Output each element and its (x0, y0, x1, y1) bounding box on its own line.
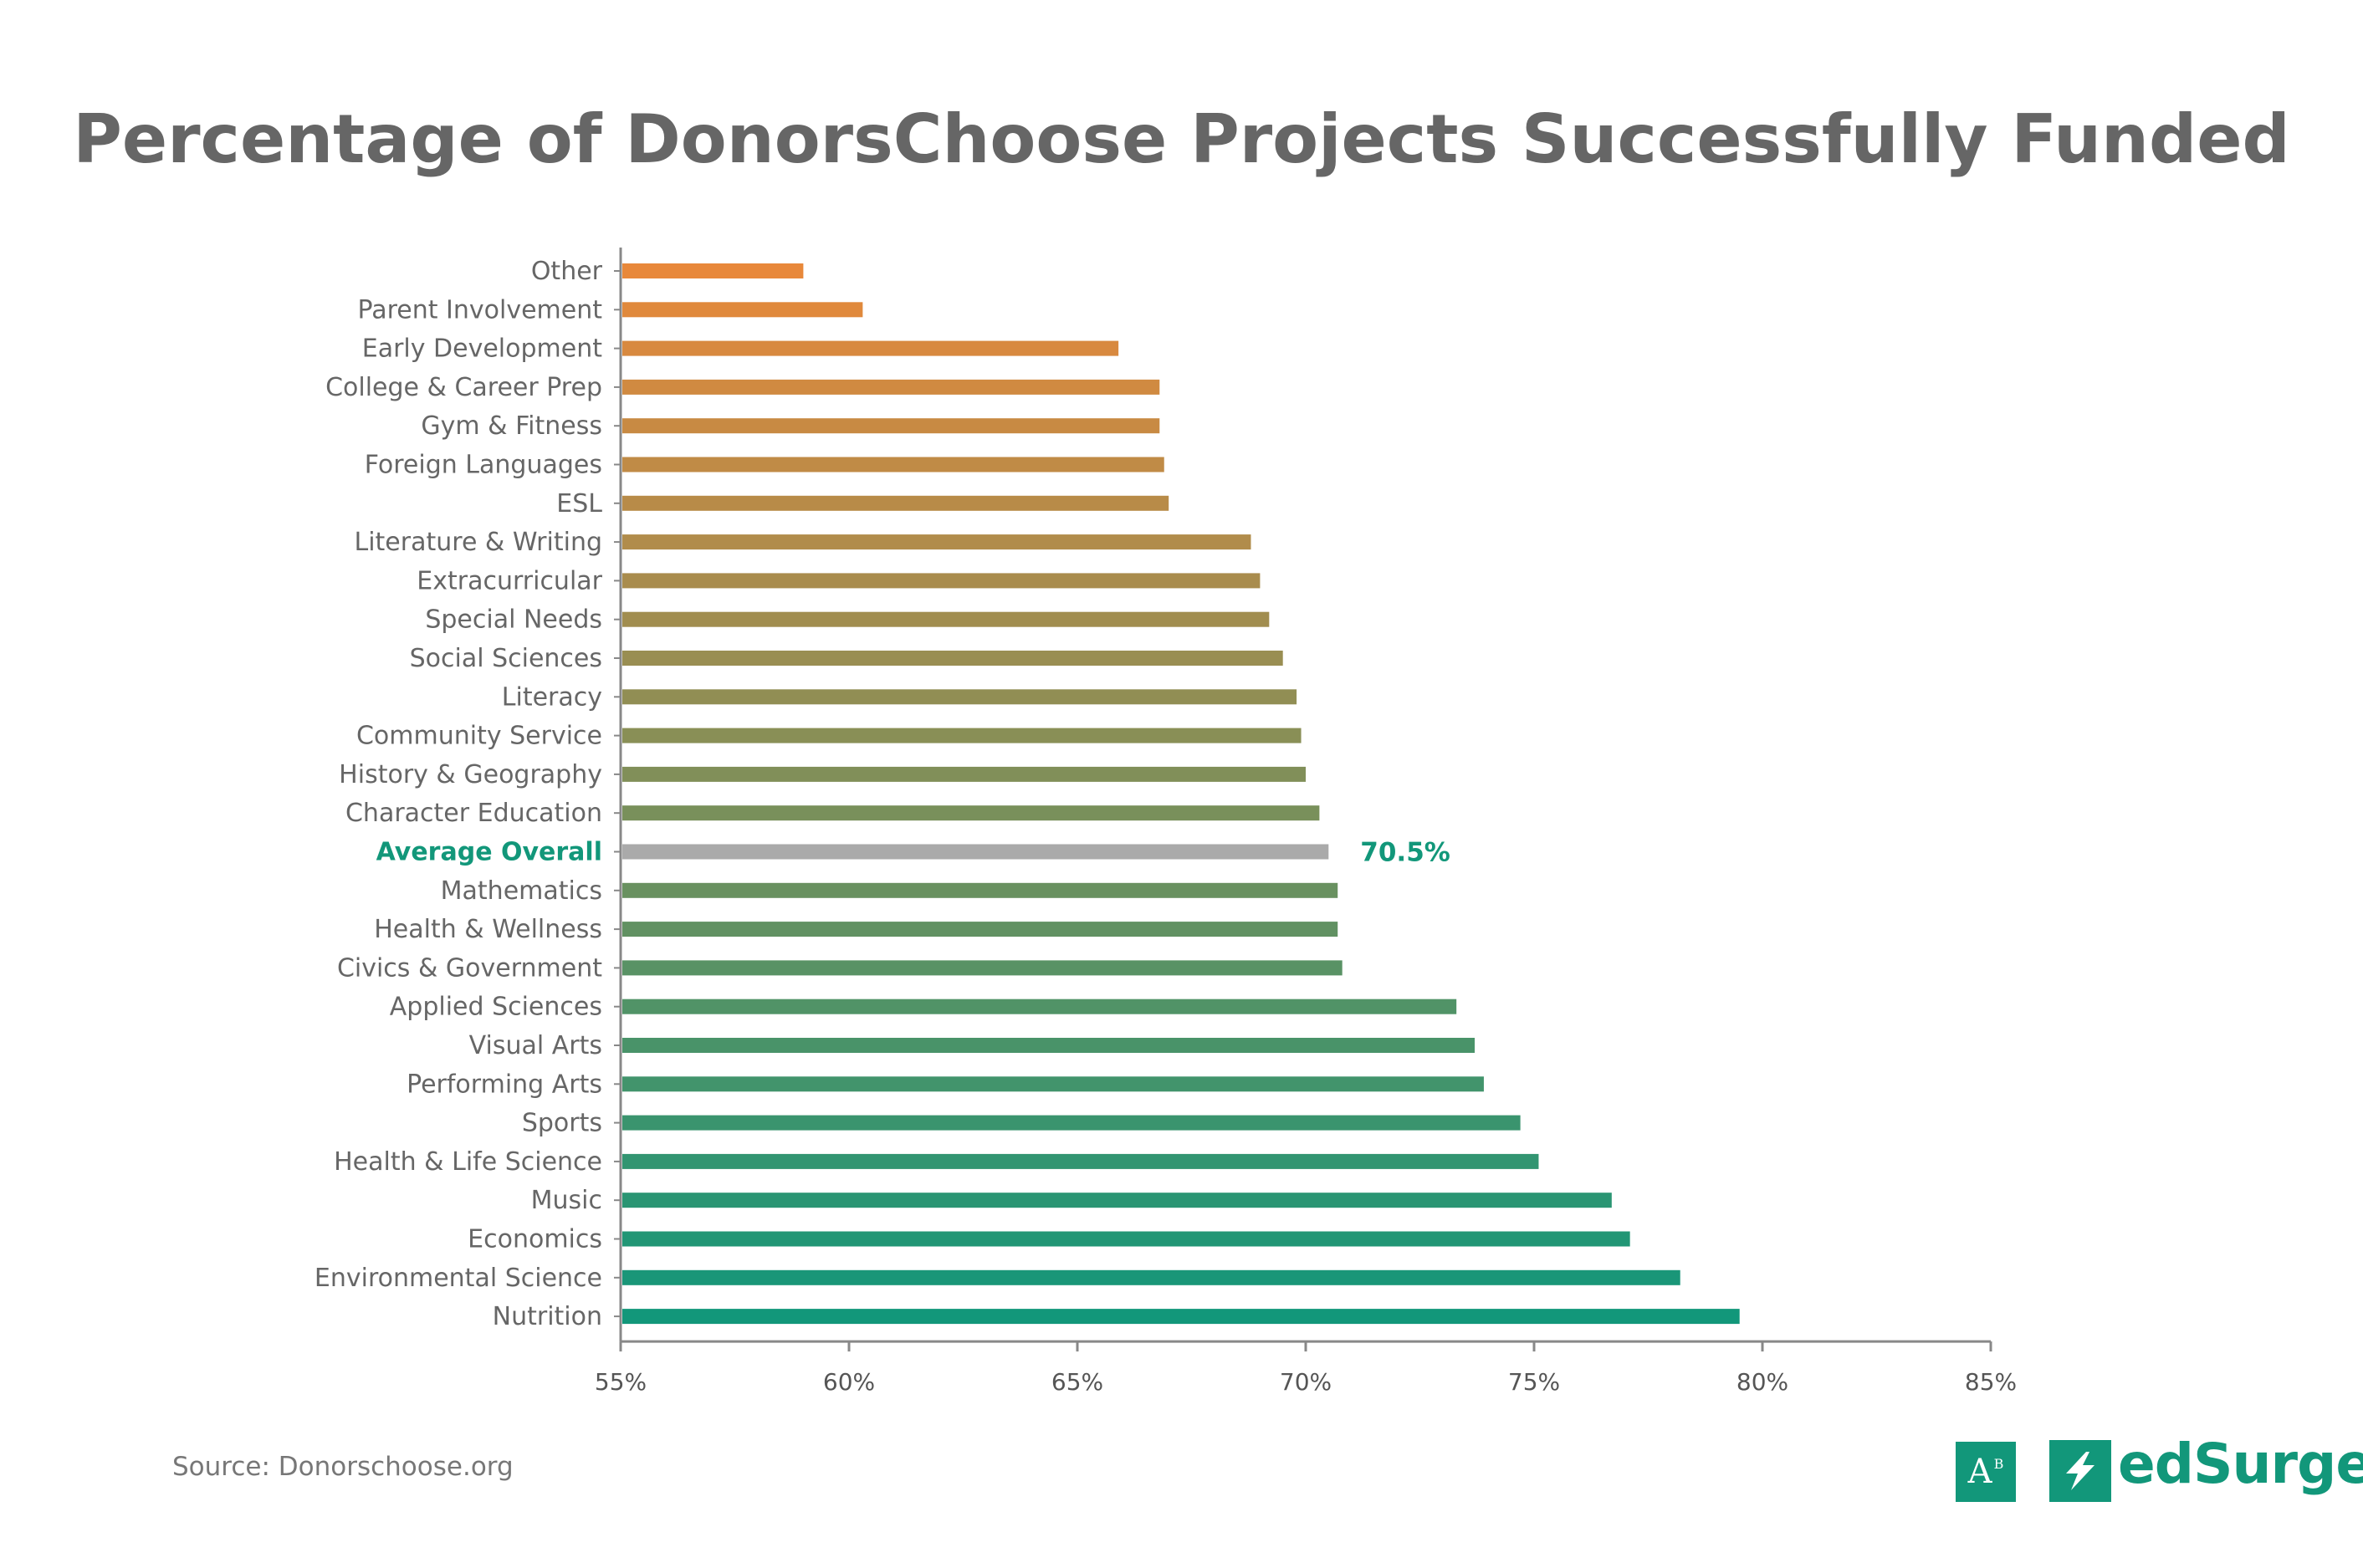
x-tick-label: 65% (1051, 1368, 1103, 1396)
bar-economics (622, 1231, 1630, 1247)
category-label-performing-arts: Performing Arts (407, 1070, 602, 1099)
category-label-social-sciences: Social Sciences (410, 644, 602, 673)
category-label-extracurricular: Extracurricular (417, 566, 602, 595)
chart-title: Percentage of DonorsChoose Projects Succ… (73, 100, 2290, 178)
category-label-economics: Economics (468, 1225, 602, 1254)
category-label-literature-writing: Literature & Writing (355, 528, 603, 557)
category-label-history-geography: History & Geography (339, 760, 602, 789)
bar-nutrition (622, 1309, 1740, 1325)
x-tick-label: 85% (1965, 1368, 2017, 1396)
bars-group (622, 263, 1740, 1325)
category-label-gym-fitness: Gym & Fitness (421, 411, 602, 441)
category-label-foreign-languages: Foreign Languages (365, 451, 602, 480)
bar-environmental-science (622, 1269, 1680, 1285)
bar-college-career-prep (622, 379, 1160, 395)
category-label-character-education: Character Education (345, 799, 602, 828)
category-label-applied-sciences: Applied Sciences (390, 993, 602, 1022)
bar-mathematics (622, 882, 1338, 898)
category-label-esl: ESL (556, 489, 602, 518)
bar-gym-fitness (622, 418, 1160, 434)
bar-social-sciences (622, 651, 1283, 666)
x-tick-label: 80% (1736, 1368, 1788, 1396)
category-label-parent-involvement: Parent Involvement (357, 295, 602, 324)
ab-logo-superscript: B (1993, 1455, 2004, 1472)
x-tick-label: 70% (1280, 1368, 1332, 1396)
bar-early-development (622, 340, 1119, 356)
bar-applied-sciences (622, 999, 1457, 1014)
bar-community-service (622, 728, 1302, 743)
bar-performing-arts (622, 1076, 1484, 1092)
category-label-health-life-science: Health & Life Science (334, 1147, 602, 1177)
bar-other (622, 263, 804, 278)
category-label-mathematics: Mathematics (441, 876, 602, 906)
edsurge-logo-text: edSurge (2118, 1432, 2363, 1496)
category-label-nutrition: Nutrition (493, 1302, 602, 1331)
category-label-other: Other (531, 257, 603, 286)
x-tick-label: 55% (595, 1368, 647, 1396)
bar-civics-government (622, 960, 1343, 976)
category-label-health-wellness: Health & Wellness (374, 915, 602, 944)
x-tick-label: 75% (1508, 1368, 1560, 1396)
category-label-special-needs: Special Needs (425, 605, 602, 635)
category-label-literacy: Literacy (502, 682, 602, 712)
bar-health-life-science (622, 1153, 1539, 1169)
category-label-average-overall: Average Overall (376, 838, 602, 867)
bar-literacy (622, 689, 1297, 705)
ab-logo-letter: A (1967, 1453, 1992, 1491)
x-tick-label: 60% (823, 1368, 875, 1396)
lightning-bolt-icon (2049, 1440, 2111, 1502)
category-label-environmental-science: Environmental Science (315, 1264, 602, 1293)
bar-visual-arts (622, 1038, 1476, 1053)
bar-character-education (622, 805, 1320, 821)
bar-special-needs (622, 611, 1270, 627)
bar-music (622, 1193, 1612, 1208)
bar-parent-involvement (622, 302, 863, 318)
category-label-sports: Sports (522, 1109, 602, 1138)
source-note: Source: Donorschoose.org (172, 1452, 514, 1482)
category-labels-group: Other Parent Involvement Early Development… (315, 257, 1450, 1331)
average-value-label: 70.5% (1360, 838, 1450, 868)
category-label-college-career-prep: College & Career Prep (325, 373, 602, 402)
category-label-civics-government: Civics & Government (337, 953, 602, 983)
bar-history-geography (622, 766, 1306, 782)
bar-esl (622, 495, 1169, 511)
category-label-early-development: Early Development (362, 335, 602, 364)
category-label-visual-arts: Visual Arts (469, 1031, 602, 1060)
bar-average-overall (622, 844, 1329, 860)
bar-foreign-languages (622, 457, 1164, 472)
axes-group: 55% 60% 65% 70% 75% 80% 85% (595, 248, 2017, 1396)
bar-literature-writing (622, 534, 1251, 550)
category-label-music: Music (531, 1186, 602, 1215)
category-label-community-service: Community Service (356, 722, 602, 751)
bar-sports (622, 1115, 1521, 1131)
bar-health-wellness (622, 922, 1338, 937)
bar-extracurricular (622, 573, 1261, 589)
